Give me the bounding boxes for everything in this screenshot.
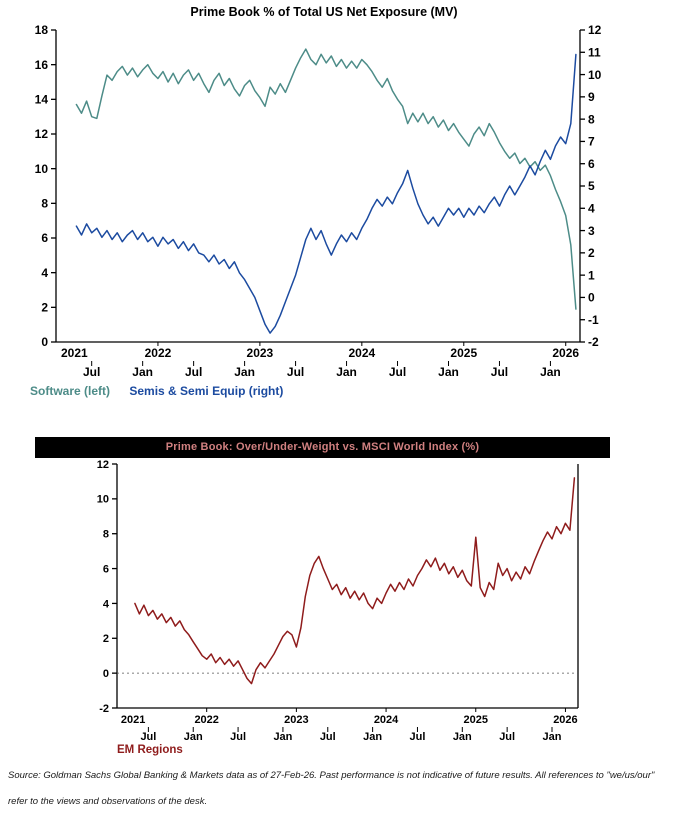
svg-text:18: 18 [35,23,49,37]
svg-text:2022: 2022 [145,346,172,360]
chart1-legend-software: Software (left) [30,384,111,398]
chart1-legend: Software (left) Semis & Semi Equip (righ… [30,384,299,398]
svg-text:2021: 2021 [61,346,88,360]
svg-text:6: 6 [41,231,48,245]
svg-text:5: 5 [588,179,595,193]
source-disclaimer-line2: refer to the views and observations of t… [8,796,208,807]
chart1-legend-semis: Semis & Semi Equip (right) [129,384,284,398]
svg-text:8: 8 [41,197,48,211]
svg-text:Jul: Jul [389,365,406,379]
svg-text:2023: 2023 [284,714,308,726]
svg-text:Jul: Jul [140,731,156,743]
svg-text:2026: 2026 [553,714,577,726]
svg-text:0: 0 [103,668,109,680]
svg-text:2: 2 [103,633,109,645]
svg-text:12: 12 [588,23,602,37]
svg-text:10: 10 [97,494,109,506]
svg-text:4: 4 [41,266,48,280]
chart1-title: Prime Book % of Total US Net Exposure (M… [190,5,458,19]
svg-text:16: 16 [35,58,49,72]
chart2-legend-em-regions: EM Regions [117,744,183,756]
svg-text:Jan: Jan [540,365,561,379]
em-regions-overweight-chart: -2 0 2 4 6 8 10 12 2021 2022 2023 2024 2025 2026 Jul Ja… [97,459,579,743]
svg-text:-2: -2 [588,335,599,349]
svg-text:Jan: Jan [184,731,203,743]
svg-text:2023: 2023 [247,346,274,360]
svg-text:2025: 2025 [450,346,477,360]
svg-text:Jul: Jul [185,365,202,379]
svg-text:1: 1 [588,268,595,282]
svg-text:2: 2 [41,301,48,315]
svg-text:2024: 2024 [348,346,375,360]
svg-text:Jan: Jan [363,731,382,743]
svg-text:7: 7 [588,135,595,149]
svg-text:Jul: Jul [320,731,336,743]
svg-text:11: 11 [588,45,601,59]
svg-text:Jan: Jan [438,365,459,379]
svg-text:2025: 2025 [464,714,488,726]
svg-text:2026: 2026 [552,346,579,360]
svg-text:4: 4 [103,598,110,610]
svg-text:0: 0 [588,291,595,305]
svg-text:12: 12 [35,127,49,141]
svg-text:8: 8 [103,529,109,541]
svg-text:8: 8 [588,112,595,126]
svg-text:6: 6 [103,563,109,575]
svg-text:Jul: Jul [287,365,304,379]
svg-text:4: 4 [588,201,595,215]
svg-text:10: 10 [588,68,602,82]
svg-text:Jan: Jan [336,365,357,379]
svg-text:9: 9 [588,90,595,104]
svg-text:Jul: Jul [410,731,426,743]
chart2-legend: EM Regions [117,744,183,756]
chart2-title-bar: Prime Book: Over/Under-Weight vs. MSCI W… [35,437,610,458]
svg-text:14: 14 [35,93,49,107]
chart2-title: Prime Book: Over/Under-Weight vs. MSCI W… [165,441,480,453]
svg-text:0: 0 [41,335,48,349]
svg-text:Jan: Jan [273,731,292,743]
svg-text:Jan: Jan [132,365,153,379]
svg-text:Jan: Jan [234,365,255,379]
svg-text:2: 2 [588,246,595,260]
svg-text:-1: -1 [588,313,599,327]
svg-text:6: 6 [588,157,595,171]
svg-text:Jul: Jul [83,365,100,379]
svg-text:Jan: Jan [453,731,472,743]
svg-text:Jul: Jul [230,731,246,743]
svg-text:3: 3 [588,224,595,238]
svg-text:10: 10 [35,162,49,176]
svg-text:12: 12 [97,459,109,471]
svg-text:Jul: Jul [499,731,515,743]
svg-text:-2: -2 [99,703,109,715]
svg-text:2024: 2024 [374,714,399,726]
svg-text:2021: 2021 [121,714,145,726]
source-disclaimer-line1: Source: Goldman Sachs Global Banking & M… [8,770,655,781]
svg-text:Jul: Jul [491,365,508,379]
svg-text:Jan: Jan [543,731,562,743]
svg-text:2022: 2022 [194,714,218,726]
